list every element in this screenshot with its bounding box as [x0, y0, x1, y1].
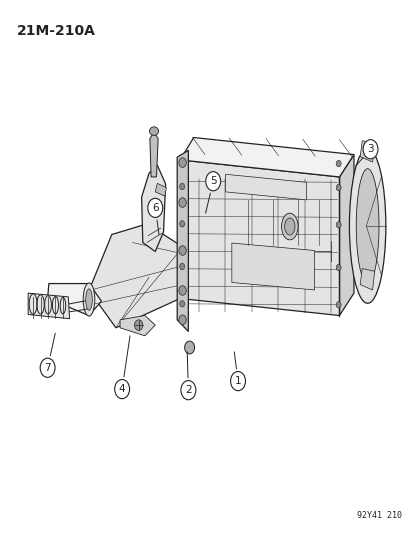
Text: 6: 6 [152, 203, 158, 213]
Polygon shape [177, 150, 188, 332]
Circle shape [184, 341, 194, 354]
Text: 92Y41 210: 92Y41 210 [356, 511, 401, 520]
Polygon shape [225, 174, 306, 200]
Circle shape [335, 302, 340, 308]
Circle shape [179, 159, 184, 166]
Text: 1: 1 [234, 376, 241, 386]
Circle shape [134, 320, 142, 330]
Polygon shape [180, 138, 353, 177]
Circle shape [178, 158, 186, 167]
Ellipse shape [284, 218, 294, 235]
Polygon shape [180, 160, 339, 316]
Ellipse shape [281, 213, 297, 240]
Circle shape [178, 246, 186, 255]
Polygon shape [150, 132, 158, 177]
Polygon shape [155, 183, 166, 196]
Circle shape [335, 160, 340, 167]
Text: 5: 5 [209, 176, 216, 186]
Circle shape [362, 140, 377, 159]
Text: 7: 7 [44, 363, 51, 373]
Circle shape [180, 381, 195, 400]
Circle shape [178, 315, 186, 325]
Circle shape [179, 183, 184, 190]
Circle shape [147, 198, 162, 217]
Polygon shape [47, 284, 101, 316]
Ellipse shape [83, 283, 95, 316]
Text: 2: 2 [185, 385, 191, 395]
Text: 21M-210A: 21M-210A [17, 24, 95, 38]
Ellipse shape [149, 127, 158, 135]
Polygon shape [141, 165, 165, 252]
Circle shape [179, 221, 184, 227]
Polygon shape [359, 269, 374, 290]
Polygon shape [28, 293, 69, 319]
Circle shape [178, 286, 186, 295]
Ellipse shape [349, 149, 385, 303]
Ellipse shape [85, 289, 92, 310]
Circle shape [335, 222, 340, 228]
Polygon shape [231, 243, 314, 290]
Polygon shape [89, 224, 180, 328]
Text: 3: 3 [366, 144, 373, 154]
Circle shape [114, 379, 129, 399]
Polygon shape [339, 155, 353, 316]
Circle shape [179, 263, 184, 270]
Polygon shape [120, 316, 155, 336]
Circle shape [179, 301, 184, 307]
Circle shape [335, 184, 340, 191]
Text: 4: 4 [119, 384, 125, 394]
Circle shape [40, 358, 55, 377]
Circle shape [205, 172, 220, 191]
Circle shape [230, 372, 245, 391]
Circle shape [178, 198, 186, 207]
Ellipse shape [355, 168, 378, 284]
Circle shape [335, 264, 340, 271]
Polygon shape [359, 141, 374, 162]
